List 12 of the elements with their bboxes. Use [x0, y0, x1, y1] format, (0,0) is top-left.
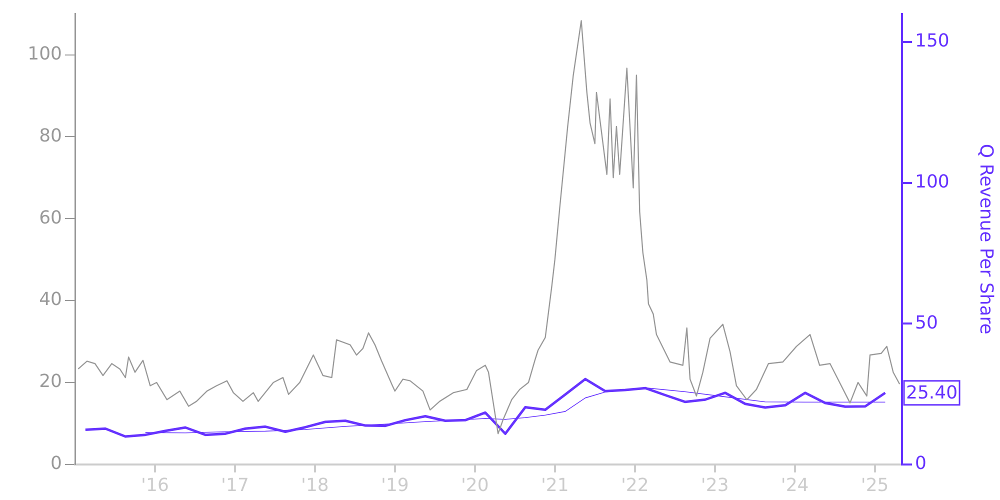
y-tick-label: 20: [39, 371, 62, 392]
y-tick-label: 60: [39, 207, 62, 228]
y2-axis-title: Q Revenue Per Share: [976, 144, 997, 334]
y2-tick-label: 50: [915, 312, 938, 334]
y-tick-label: 40: [39, 289, 62, 310]
data-label: 25.40: [906, 382, 958, 404]
y-tick-label: 80: [39, 125, 62, 146]
y2-tick-label: 100: [915, 171, 950, 192]
y2-tick-label: 0: [915, 453, 926, 474]
y-tick-label: 100: [28, 43, 62, 64]
y-tick-label: 0: [50, 453, 62, 474]
y2-tick-label: 150: [915, 30, 950, 52]
